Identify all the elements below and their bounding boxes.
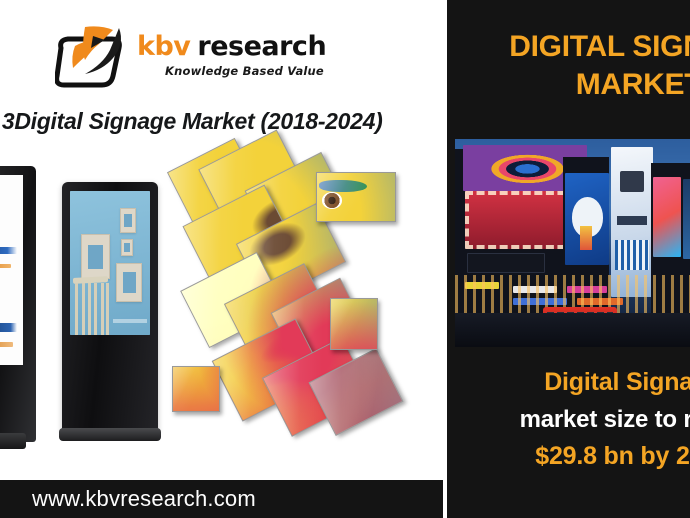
kiosk-base: [59, 428, 161, 441]
panel-divider: [443, 0, 447, 518]
painted-face-video-wall: [166, 129, 438, 470]
picture-frame: [121, 238, 133, 257]
billboard-pink: [653, 177, 681, 257]
billboard-blue: [565, 173, 609, 265]
logo-word-research: research: [197, 31, 327, 62]
display-tile-small: [330, 298, 378, 350]
logo-word-kbv: kbv: [137, 31, 191, 62]
right-panel-subheading: Digital Signage market size to reach $29…: [463, 364, 690, 475]
kiosk-screen: [0, 175, 23, 365]
left-panel: kbvresearch Knowledge Based Value Global…: [0, 22, 447, 518]
billboard-red-marquee: [465, 191, 577, 249]
right-panel: DIGITAL SIGNAGE MARKET: [447, 0, 690, 518]
website-url[interactable]: www.kbvresearch.com: [32, 486, 256, 511]
subheading-line-2: market size to reach: [519, 406, 690, 433]
kbv-logo-mark-icon: [55, 26, 122, 88]
screen-ad-bar: [0, 342, 13, 348]
digital-signage-kiosk-left: [0, 166, 36, 449]
subheading-line-1: Digital Signage: [544, 368, 690, 396]
subheading-line-3: $29.8 bn by 2024: [535, 442, 690, 470]
heading-line-1: DIGITAL SIGNAGE: [509, 30, 690, 63]
screen-ad-bar: [0, 323, 17, 333]
display-tile-eye: [316, 172, 396, 222]
picture-frame: [119, 208, 136, 234]
kiosk-base: [0, 433, 26, 449]
chair: [73, 276, 110, 335]
screen-watermark: [113, 319, 147, 324]
heading-line-2: MARKET: [575, 68, 690, 101]
billboard-white-vertical: [611, 147, 653, 297]
billboard-person: [683, 179, 690, 259]
kiosk-screen: [70, 191, 150, 335]
street: [455, 313, 690, 347]
street-window-lights: [455, 275, 690, 313]
footer-bar: www.kbvresearch.com: [0, 480, 447, 518]
screen-ad-bar: [0, 247, 17, 255]
screen-ad-bar: [0, 264, 11, 269]
billboard-small-dark: [467, 253, 545, 273]
picture-frame: [116, 263, 143, 303]
report-title: Global 3Digital Signage Market (2018-202…: [0, 108, 383, 134]
logo-wordmark: kbv research Knowledge Based Value: [137, 31, 327, 79]
display-tile-small: [172, 366, 220, 412]
city-digital-billboards-photo: [455, 139, 690, 347]
digital-signage-kiosk-center: [59, 182, 161, 441]
kbv-research-logo[interactable]: kbv research Knowledge Based Value: [55, 22, 327, 94]
picture-frame: [81, 234, 111, 280]
logo-tagline: Knowledge Based Value: [165, 64, 324, 78]
right-panel-heading: DIGITAL SIGNAGE MARKET: [469, 28, 690, 104]
